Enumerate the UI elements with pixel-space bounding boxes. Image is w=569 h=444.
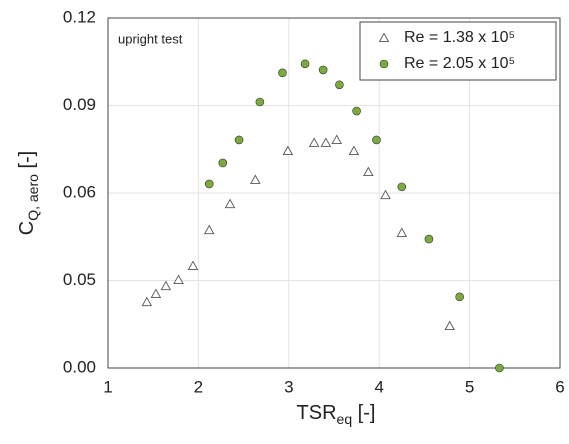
y-axis-label: CQ, aero [-]: [16, 151, 40, 236]
marker: [331, 134, 342, 144]
marker: [160, 280, 172, 291]
x-tick-label: 6: [555, 377, 564, 396]
marker: [495, 363, 504, 373]
marker: [320, 137, 332, 147]
x-label-suffix: [-]: [352, 402, 375, 424]
x-tick-label: 4: [374, 377, 383, 396]
x-tick-label: 3: [284, 377, 293, 396]
marker: [150, 288, 162, 298]
x-label-sub: eq: [337, 411, 353, 427]
legend-label: Re = 2.05 x 10⁵: [404, 55, 515, 72]
annotation: upright test: [118, 31, 183, 46]
y-tick-label: 0.06: [63, 182, 96, 201]
marker: [300, 59, 310, 69]
marker: [204, 179, 214, 189]
y-tick-label: 0.05: [63, 270, 96, 289]
y-label-sub: Q, aero: [25, 174, 41, 221]
marker: [308, 137, 320, 147]
y-tick-label: 0.09: [63, 95, 96, 114]
marker: [282, 145, 294, 156]
marker: [173, 274, 184, 284]
y-tick-label: 0.00: [63, 357, 96, 376]
marker: [187, 260, 199, 270]
marker: [318, 65, 328, 75]
marker: [348, 145, 360, 156]
marker: [203, 224, 215, 235]
x-tick-label: 2: [194, 377, 203, 396]
legend-box: [359, 21, 557, 81]
marker: [234, 135, 244, 145]
marker: [255, 97, 265, 107]
y-label-suffix: [-]: [16, 151, 38, 174]
marker: [380, 189, 391, 200]
marker: [352, 106, 361, 116]
x-axis-label: TSReq [-]: [297, 402, 376, 426]
marker: [141, 296, 153, 307]
marker: [363, 166, 374, 177]
x-tick-label: 5: [465, 377, 474, 396]
marker: [397, 182, 407, 192]
marker: [396, 227, 408, 238]
marker: [250, 174, 261, 184]
plot-frame: [107, 17, 561, 369]
marker: [424, 234, 434, 244]
marker: [278, 68, 287, 78]
marker: [372, 135, 381, 145]
y-tick-label: 0.12: [63, 7, 96, 26]
legend-marker: [378, 32, 390, 43]
x-label-main: TSR: [297, 402, 337, 424]
y-label-main: C: [16, 221, 38, 235]
x-tick-label: 1: [103, 377, 112, 396]
marker: [455, 292, 464, 302]
marker: [218, 158, 228, 168]
legend-marker: [379, 59, 389, 69]
marker: [224, 198, 236, 209]
marker: [444, 320, 455, 331]
marker: [335, 80, 344, 90]
legend-label: Re = 1.38 x 10⁵: [404, 29, 515, 46]
